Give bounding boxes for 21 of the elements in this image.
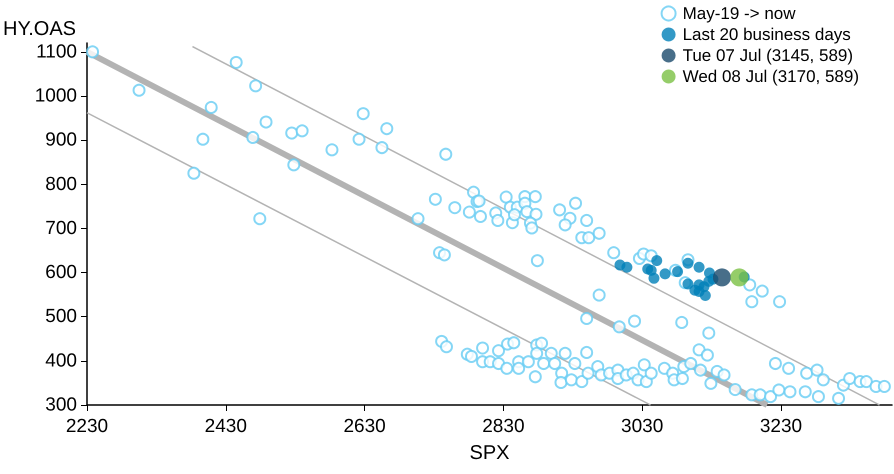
y-tick-label: 1000 [34,85,77,106]
x-axis-title: SPX [469,442,510,464]
y-tick-label: 1100 [36,41,77,62]
x-tick-label: 2430 [204,416,247,437]
x-tick-label: 3230 [760,416,802,437]
y-tick-label: 300 [45,394,77,416]
x-tick-label: 3030 [621,416,664,437]
x-tick-label: 2630 [343,416,386,437]
legend-label: Last 20 business days [682,25,851,44]
y-axis-title: HY.OAS [3,18,76,40]
x-tick-label: 2830 [482,416,525,437]
legend-label: Wed 08 Jul (3170, 589) [682,67,860,86]
y-tick-label: 400 [45,350,77,372]
legend-label: Tue 07 Jul (3145, 589) [682,46,854,65]
y-tick-label: 500 [45,306,77,328]
y-tick-label: 600 [45,262,77,284]
y-tick-label: 700 [45,218,77,239]
legend-label: May-19 -> now [682,4,796,23]
y-tick-label: 900 [45,130,77,151]
y-tick-label: 800 [45,174,77,195]
x-tick-label: 2230 [66,416,108,437]
